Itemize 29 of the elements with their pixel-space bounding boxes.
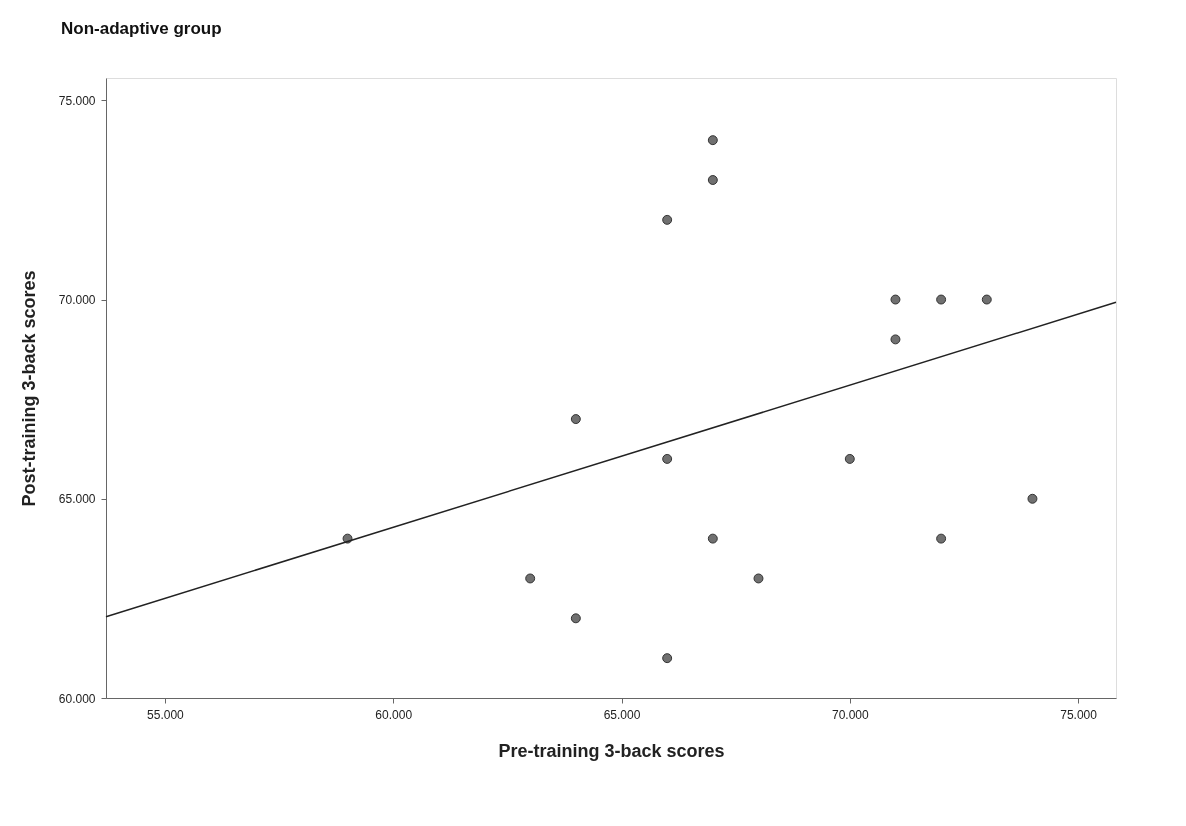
point: [707, 135, 718, 146]
x-tick-label: 65.000: [603, 707, 641, 722]
x-tick-label: 70.000: [831, 707, 869, 722]
point: [662, 453, 673, 464]
point: [570, 414, 581, 425]
point: [662, 214, 673, 225]
point: [1027, 493, 1038, 504]
x-tick-label: 75.000: [1060, 707, 1098, 722]
point: [570, 613, 581, 624]
point: [707, 533, 718, 544]
point: [981, 294, 992, 305]
point: [936, 533, 947, 544]
y-tick-label: 70.000: [58, 293, 96, 308]
x-axis-title: Pre-training 3-back scores: [498, 740, 725, 761]
x-tick-label: 60.000: [375, 707, 413, 722]
y-tick-label: 75.000: [58, 93, 96, 108]
y-axis-title: Post-training 3-back scores: [18, 270, 39, 507]
y-tick-label: 60.000: [58, 691, 96, 706]
point: [844, 453, 855, 464]
y-tick-label: 65.000: [58, 492, 96, 507]
point: [525, 573, 536, 584]
point: [890, 294, 901, 305]
point: [936, 294, 947, 305]
chart-title: Non-adaptive group: [61, 19, 222, 38]
point: [890, 334, 901, 345]
point: [707, 175, 718, 185]
x-tick-label: 55.000: [147, 707, 185, 722]
point: [662, 653, 673, 664]
point: [753, 573, 764, 584]
